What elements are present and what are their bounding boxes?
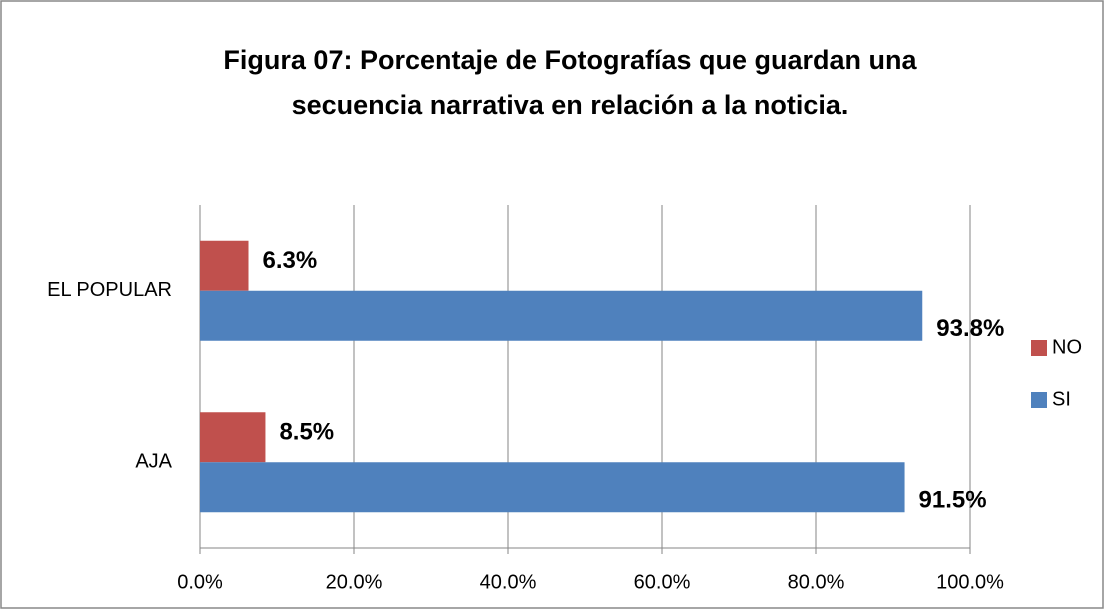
legend-label: SI [1052, 388, 1071, 410]
x-tick-label: 80.0% [788, 571, 845, 593]
legend-swatch [1031, 392, 1047, 408]
data-label: 93.8% [936, 315, 1004, 342]
x-tick-label: 60.0% [634, 571, 691, 593]
x-tick-label: 0.0% [177, 571, 223, 593]
bar [200, 240, 249, 291]
x-tick-label: 40.0% [480, 571, 537, 593]
bar [200, 290, 923, 341]
legend-swatch [1031, 340, 1047, 356]
y-tick-label: AJA [135, 451, 172, 473]
x-tick-label: 20.0% [326, 571, 383, 593]
y-tick-label: EL POPULAR [47, 279, 172, 301]
data-label: 91.5% [919, 487, 987, 514]
chart-title: Figura 07: Porcentaje de Fotografías que… [223, 45, 917, 120]
bar [200, 412, 266, 463]
data-label: 6.3% [263, 247, 318, 274]
legend-label: NO [1052, 336, 1082, 358]
data-label: 8.5% [279, 419, 334, 446]
x-tick-label: 100.0% [936, 571, 1004, 593]
bar [200, 462, 905, 513]
